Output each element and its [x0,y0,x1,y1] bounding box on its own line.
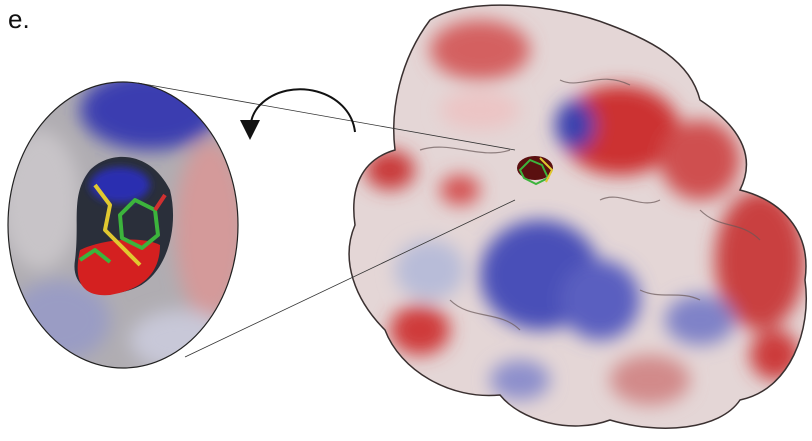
inset-view [0,70,245,380]
pocket-basic [90,167,150,203]
figure-panel: e. [0,0,812,441]
rotation-arrow [250,89,355,132]
panel-label: e. [8,4,30,34]
protein-surface [330,0,812,441]
